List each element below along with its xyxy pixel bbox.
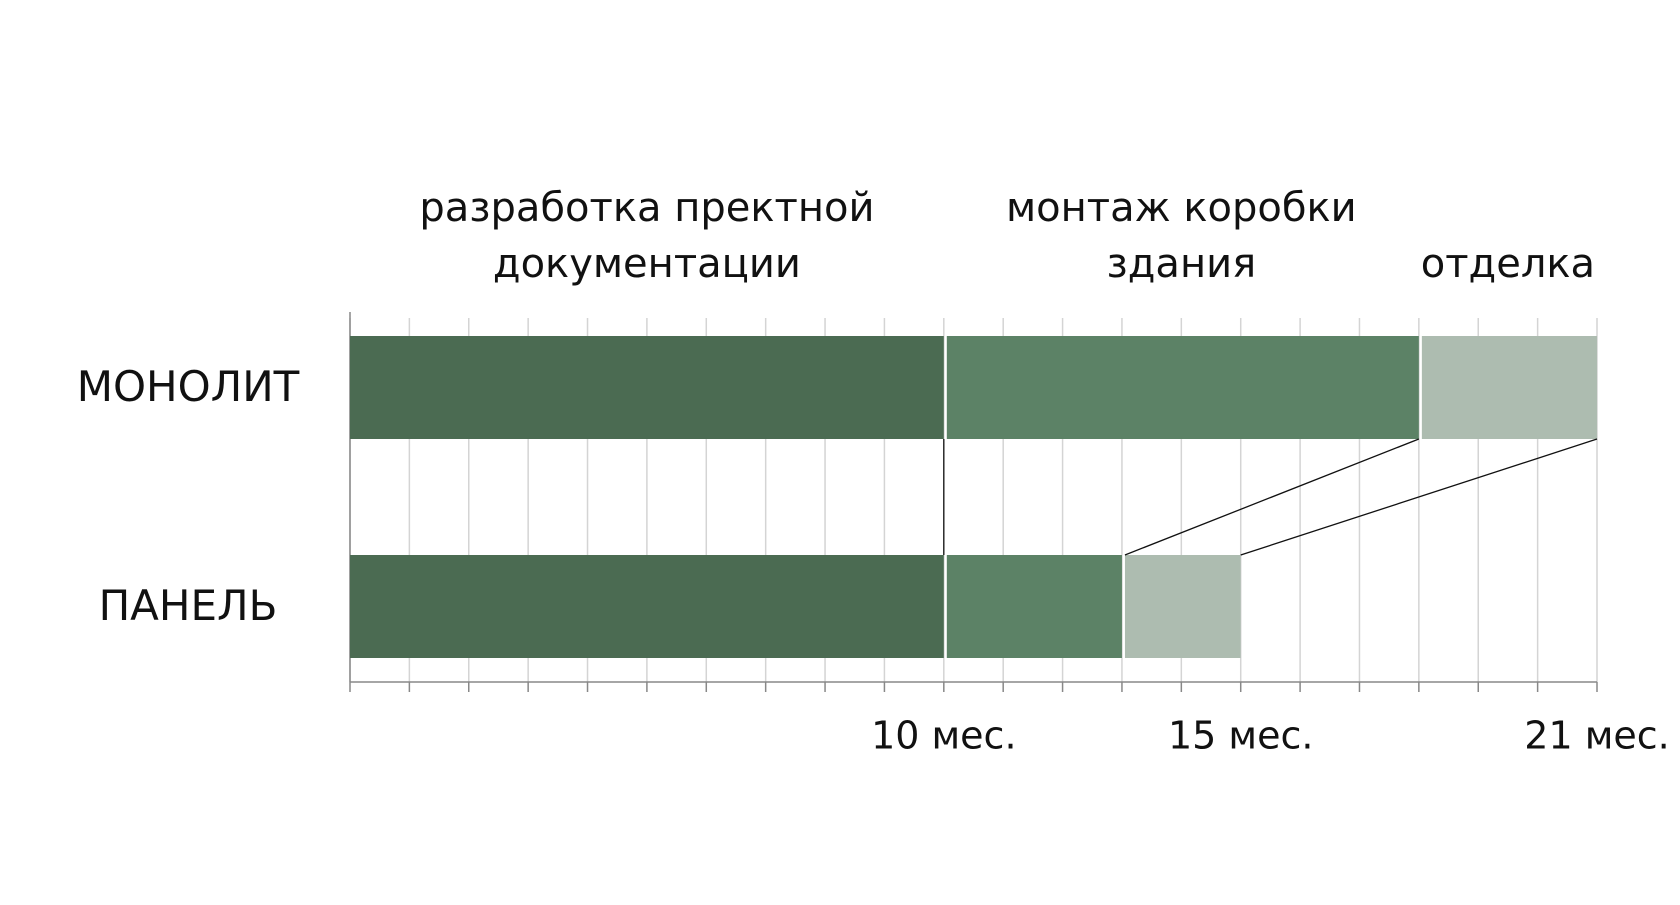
bar-segment bbox=[946, 555, 1122, 658]
x-tick-label: 21 мес. bbox=[1524, 714, 1669, 758]
x-tick-label: 10 мес. bbox=[871, 714, 1016, 758]
bar-segment bbox=[1421, 336, 1597, 439]
bar-segment bbox=[350, 336, 944, 439]
series-label: монтаж коробки здания bbox=[1005, 185, 1357, 287]
x-tick-label: 15 мес. bbox=[1168, 714, 1313, 758]
connector bbox=[1240, 438, 1598, 556]
bar-segment bbox=[946, 336, 1419, 439]
series-label: разработка пректной документации bbox=[419, 185, 875, 287]
category-label: МОНОЛИТ bbox=[77, 362, 300, 411]
bar-segment bbox=[1124, 555, 1241, 658]
bar-segment bbox=[350, 555, 944, 658]
category-label: ПАНЕЛЬ bbox=[99, 581, 278, 630]
connector bbox=[1124, 438, 1420, 556]
series-label: отделка bbox=[1420, 241, 1596, 287]
